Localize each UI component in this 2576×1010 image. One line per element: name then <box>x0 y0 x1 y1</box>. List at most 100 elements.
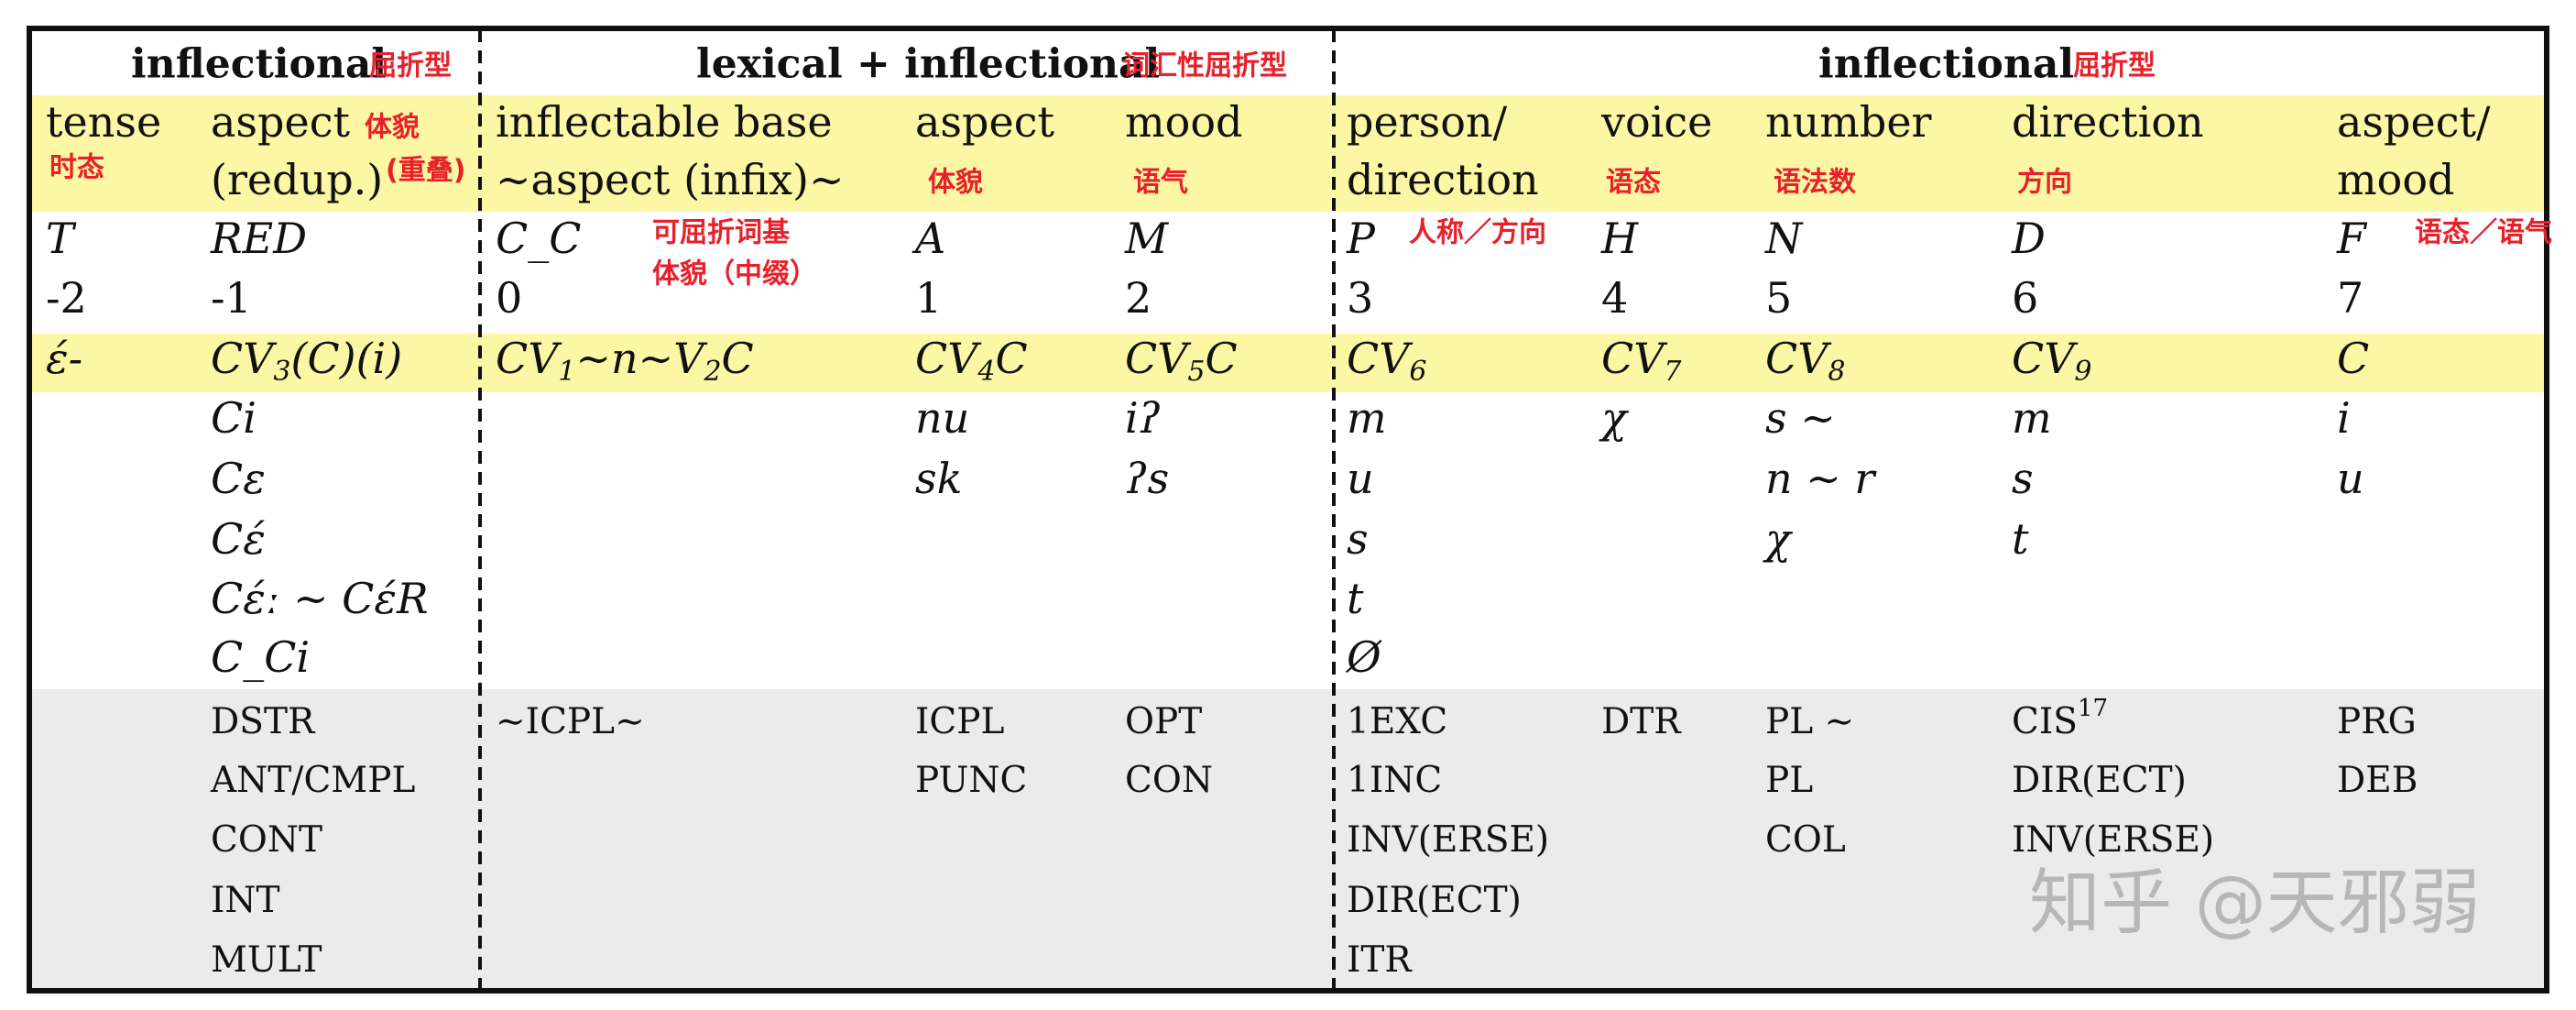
gloss: INV(ERSE) <box>2012 819 2214 861</box>
table-border <box>27 26 2549 994</box>
slot-form: CV4C <box>915 334 1028 388</box>
gray-band <box>29 689 2547 990</box>
group-note: 词汇性屈折型 <box>1122 50 1287 82</box>
gloss: INV(ERSE) <box>1347 819 1549 861</box>
column-name: aspect <box>211 97 350 147</box>
form-subscript: 6 <box>1409 356 1426 388</box>
slot-position: -2 <box>46 273 87 323</box>
form-part: έ- <box>46 334 82 383</box>
slot-position: 5 <box>1765 273 1792 323</box>
gloss: OPT <box>1125 701 1202 742</box>
slot-position: 6 <box>2012 273 2038 323</box>
gloss: ICPL <box>915 701 1004 742</box>
gloss: CIS17 <box>2012 695 2108 742</box>
column-name: number <box>1765 97 1932 147</box>
column-name: ∼aspect (infix)∼ <box>496 155 845 204</box>
form-subscript: 2 <box>703 356 721 388</box>
column-note: 体貌 <box>928 167 983 199</box>
morpheme: t <box>1347 574 1364 623</box>
form-part: CV <box>1765 334 1832 383</box>
column-name: mood <box>2337 155 2454 204</box>
slot-position: 3 <box>1347 273 1373 323</box>
slot-position: -1 <box>211 273 252 323</box>
slot-position: 7 <box>2337 273 2363 323</box>
morpheme: Ø <box>1346 632 1382 682</box>
form-subscript: 4 <box>977 356 995 388</box>
slot-symbol: M <box>1124 214 1170 263</box>
form-subscript: 9 <box>2074 356 2091 388</box>
morpheme: m <box>2012 393 2052 443</box>
slot-symbol: H <box>1600 214 1639 263</box>
slot-position: 4 <box>1601 273 1628 323</box>
slot-form: CV7 <box>1601 334 1682 388</box>
morpheme: Cέː ∼ CέR <box>211 574 429 623</box>
gloss: DTR <box>1601 701 1682 742</box>
slot-position: 2 <box>1125 273 1152 323</box>
form-subscript: 1 <box>558 356 575 388</box>
form-part: ∼n∼V <box>576 334 709 383</box>
morpheme: nu <box>915 393 969 443</box>
form-part: CV <box>1347 334 1414 383</box>
slot-symbol: T <box>46 214 77 263</box>
morpheme: Cέ <box>211 514 266 564</box>
form-subscript: 7 <box>1664 356 1682 388</box>
column-name: person/ <box>1347 97 1508 147</box>
column-note: 语气 <box>1133 167 1188 199</box>
column-note: 语态 <box>1606 167 1661 199</box>
gloss: DIR(ECT) <box>1347 880 1522 921</box>
morpheme: t <box>2012 514 2029 564</box>
gloss: PL <box>1765 760 1813 801</box>
morpheme: ʔs <box>1125 454 1169 503</box>
morpheme: s ∼ <box>1765 393 1836 443</box>
gloss: DIR(ECT) <box>2012 760 2187 801</box>
gloss: COL <box>1765 819 1846 861</box>
gloss: MULT <box>211 939 322 981</box>
morpheme: s <box>1347 514 1369 564</box>
morpheme: s <box>2012 454 2034 503</box>
column-note: 时态 <box>49 152 104 184</box>
group-note: 屈折型 <box>369 50 452 82</box>
column-name: direction <box>1347 155 1539 204</box>
slot-form: C <box>2337 334 2369 383</box>
form-part: CV <box>211 334 278 383</box>
yellow-band <box>29 95 2547 212</box>
form-subscript: 5 <box>1187 356 1205 388</box>
gloss: PRG <box>2337 701 2417 742</box>
slot-symbol: P <box>1346 214 1376 263</box>
morpheme: u <box>1347 454 1374 503</box>
column-note: 语法数 <box>1774 167 1857 199</box>
slot-position: 0 <box>496 273 522 323</box>
form-part: C <box>2337 334 2369 383</box>
slot-symbol: D <box>2011 214 2046 263</box>
gloss: PL ∼ <box>1765 701 1854 742</box>
slot-symbol: N <box>1764 214 1804 263</box>
column-name: inflectable base <box>496 97 833 147</box>
column-name: (redup.) <box>211 155 383 204</box>
gloss: DEB <box>2337 760 2418 801</box>
form-subscript: 3 <box>273 356 290 388</box>
morpheme: sk <box>915 454 962 503</box>
form-part: CV <box>1125 334 1192 383</box>
slot-form: CV6 <box>1347 334 1427 388</box>
column-name: tense <box>46 97 161 147</box>
form-part: CV <box>1601 334 1668 383</box>
column-name: aspect/ <box>2337 97 2491 147</box>
gloss: ∼ICPL∼ <box>496 701 645 742</box>
form-part: C <box>722 334 754 383</box>
gloss: ITR <box>1347 939 1413 981</box>
yellow-band <box>29 334 2547 392</box>
form-part: (C)(i) <box>291 334 403 383</box>
column-name: aspect <box>915 97 1054 147</box>
column-note: 体貌（中缀） <box>652 258 817 291</box>
column-name: direction <box>2012 97 2204 147</box>
slot-form: CV1∼n∼V2C <box>496 334 754 388</box>
form-subscript: 8 <box>1828 356 1845 388</box>
form-part: C <box>996 334 1028 383</box>
gloss: ANT/CMPL <box>210 760 415 801</box>
slot-form: έ- <box>46 334 82 383</box>
column-note: (重叠) <box>386 155 465 187</box>
slot-symbol: A <box>911 214 945 263</box>
column-name: mood <box>1125 97 1242 147</box>
gloss: 1INC <box>1347 760 1442 801</box>
